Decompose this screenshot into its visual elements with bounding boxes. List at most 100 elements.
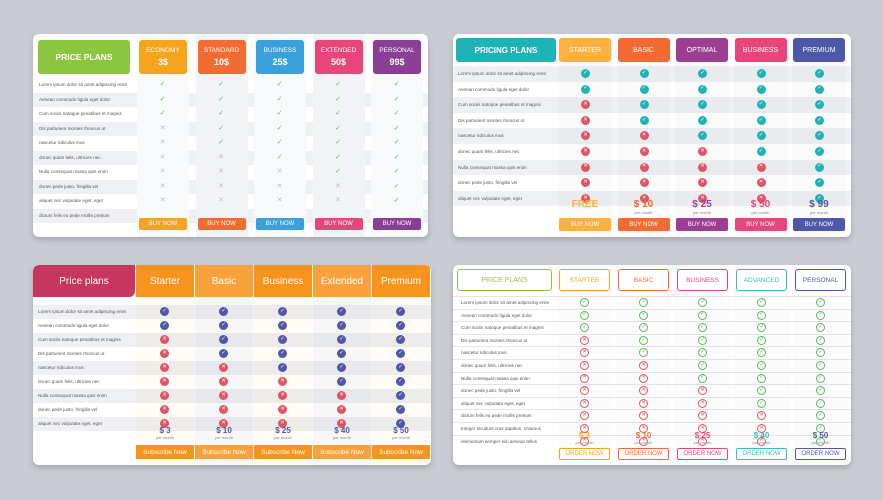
feature-label: Lorem ipsum dolor sit amet adipiscing en…: [461, 300, 550, 305]
check-icon: ✓: [219, 321, 228, 330]
check-icon: ✓: [396, 405, 405, 414]
buy-now-button[interactable]: BUY NOW: [734, 218, 787, 231]
order-now-button[interactable]: ORDER NOW: [618, 448, 669, 460]
cross-icon: ✕: [698, 424, 707, 433]
plan-header: BUSINESS 25$: [256, 40, 304, 74]
cross-icon: ✕: [580, 398, 589, 408]
cross-icon: ✕: [581, 115, 590, 125]
buy-now-button[interactable]: BUY NOW: [197, 218, 246, 230]
order-now-button[interactable]: ORDER NOW: [677, 448, 728, 460]
check-icon: ✓: [816, 361, 825, 370]
plan-header: ADVANCED: [736, 269, 787, 291]
check-icon: ✓: [393, 81, 400, 88]
check-icon: ✓: [815, 131, 824, 141]
buy-now-button[interactable]: BUY NOW: [373, 218, 421, 230]
buy-now-button[interactable]: BUY NOW: [314, 218, 363, 230]
cross-icon: ✕: [639, 436, 648, 446]
check-icon: ✓: [335, 95, 341, 103]
order-now-button[interactable]: ORDER NOW: [795, 448, 846, 460]
plan-name: PERSONAL: [379, 47, 415, 54]
cross-icon: ✕: [159, 182, 166, 190]
order-now-button[interactable]: ORDER NOW: [559, 448, 610, 460]
plan-price: $ 10: [633, 199, 654, 210]
subscribe-now-button[interactable]: Subscribe Now: [313, 445, 371, 459]
check-icon: ✓: [218, 110, 224, 117]
buy-now-button[interactable]: BUY NOW: [793, 218, 845, 231]
check-icon: ✓: [218, 81, 224, 88]
check-icon: ✓: [816, 386, 825, 396]
row-stripe: [33, 305, 431, 319]
check-icon: ✓: [278, 307, 287, 316]
cross-icon: ✕: [335, 197, 341, 204]
check-icon: ✓: [815, 69, 824, 78]
plan-price: $ 25: [692, 199, 712, 210]
plan-header: Basic: [195, 265, 253, 297]
plan-header: Business: [254, 265, 312, 297]
check-icon: ✓: [276, 139, 283, 146]
buy-now-button[interactable]: BUY NOW: [617, 218, 670, 231]
cross-icon: ✕: [698, 147, 707, 156]
feature-label: donec pede justo, fringilla vel: [39, 183, 99, 189]
feature-label: Nulla consequat massa quis enim: [458, 164, 527, 170]
cross-icon: ✕: [639, 178, 649, 188]
subscribe-now-button[interactable]: Subscribe Now: [136, 445, 194, 459]
per-month-label: per month: [692, 210, 711, 215]
plan-price: 99$: [389, 57, 405, 67]
buy-now-button[interactable]: BUY NOW: [676, 218, 728, 231]
plan-price: $ 50: [750, 199, 771, 210]
check-icon: ✓: [815, 115, 824, 125]
plan-price: $ 40: [753, 431, 770, 440]
plan-header: OPTIMAL: [676, 38, 728, 62]
order-now-button[interactable]: ORDER NOW: [736, 448, 787, 460]
check-icon: ✓: [639, 115, 649, 125]
check-icon: ✓: [278, 363, 287, 372]
buy-now-button[interactable]: BUY NOW: [139, 218, 187, 230]
feature-label: donec pede justo, fringilla vel: [38, 407, 98, 412]
check-icon: ✓: [335, 110, 341, 117]
buy-now-button[interactable]: BUY NOW: [559, 218, 611, 231]
cross-icon: ✕: [580, 436, 589, 446]
check-icon: ✓: [159, 95, 166, 103]
check-icon: ✓: [218, 139, 224, 146]
check-icon: ✓: [337, 349, 346, 358]
cross-icon: ✕: [698, 178, 707, 188]
feature-label: dictum felis eu pede mollis pretium: [461, 413, 532, 419]
feature-label: donec quam felis, ultricies nec: [39, 154, 101, 160]
subscribe-now-button[interactable]: Subscribe Now: [254, 445, 312, 459]
check-icon: ✓: [639, 323, 648, 333]
feature-label: aliquet nec vulputate eget, eget: [39, 198, 103, 203]
cross-icon: ✕: [639, 398, 648, 408]
check-icon: ✓: [816, 436, 825, 446]
per-month-label: per month: [809, 210, 828, 215]
cross-icon: ✕: [159, 139, 166, 146]
check-icon: ✓: [337, 307, 346, 316]
buy-now-button[interactable]: BUY NOW: [256, 218, 304, 230]
cross-icon: ✕: [639, 193, 649, 203]
cross-icon: ✕: [639, 373, 648, 383]
subscribe-now-button[interactable]: Subscribe Now: [372, 445, 430, 459]
cross-icon: ✕: [159, 168, 166, 175]
plan-header: STARTER: [559, 269, 610, 291]
plan-header: BUSINESS: [734, 38, 787, 62]
feature-label: Dis parturient montes rhoncus ut: [39, 125, 106, 131]
check-icon: ✓: [396, 335, 405, 344]
cross-icon: ✕: [159, 153, 166, 161]
cross-icon: ✕: [159, 124, 166, 132]
check-icon: ✓: [757, 398, 766, 408]
cross-icon: ✕: [698, 411, 707, 421]
plan-header: STANDARD 10$: [197, 40, 246, 74]
cross-icon: ✕: [580, 348, 589, 358]
check-icon: ✓: [639, 69, 649, 78]
cross-icon: ✕: [219, 419, 228, 428]
check-icon: ✓: [581, 84, 590, 94]
plan-price: FREE: [571, 199, 599, 210]
check-icon: ✓: [278, 321, 287, 330]
plan-price: 10$: [213, 57, 230, 67]
check-icon: ✓: [816, 424, 825, 433]
cross-icon: ✕: [219, 405, 228, 414]
subscribe-now-button[interactable]: Subscribe Now: [195, 445, 253, 459]
check-icon: ✓: [756, 147, 766, 156]
cross-icon: ✕: [160, 377, 169, 386]
cross-icon: ✕: [219, 363, 228, 372]
cross-icon: ✕: [639, 162, 649, 172]
